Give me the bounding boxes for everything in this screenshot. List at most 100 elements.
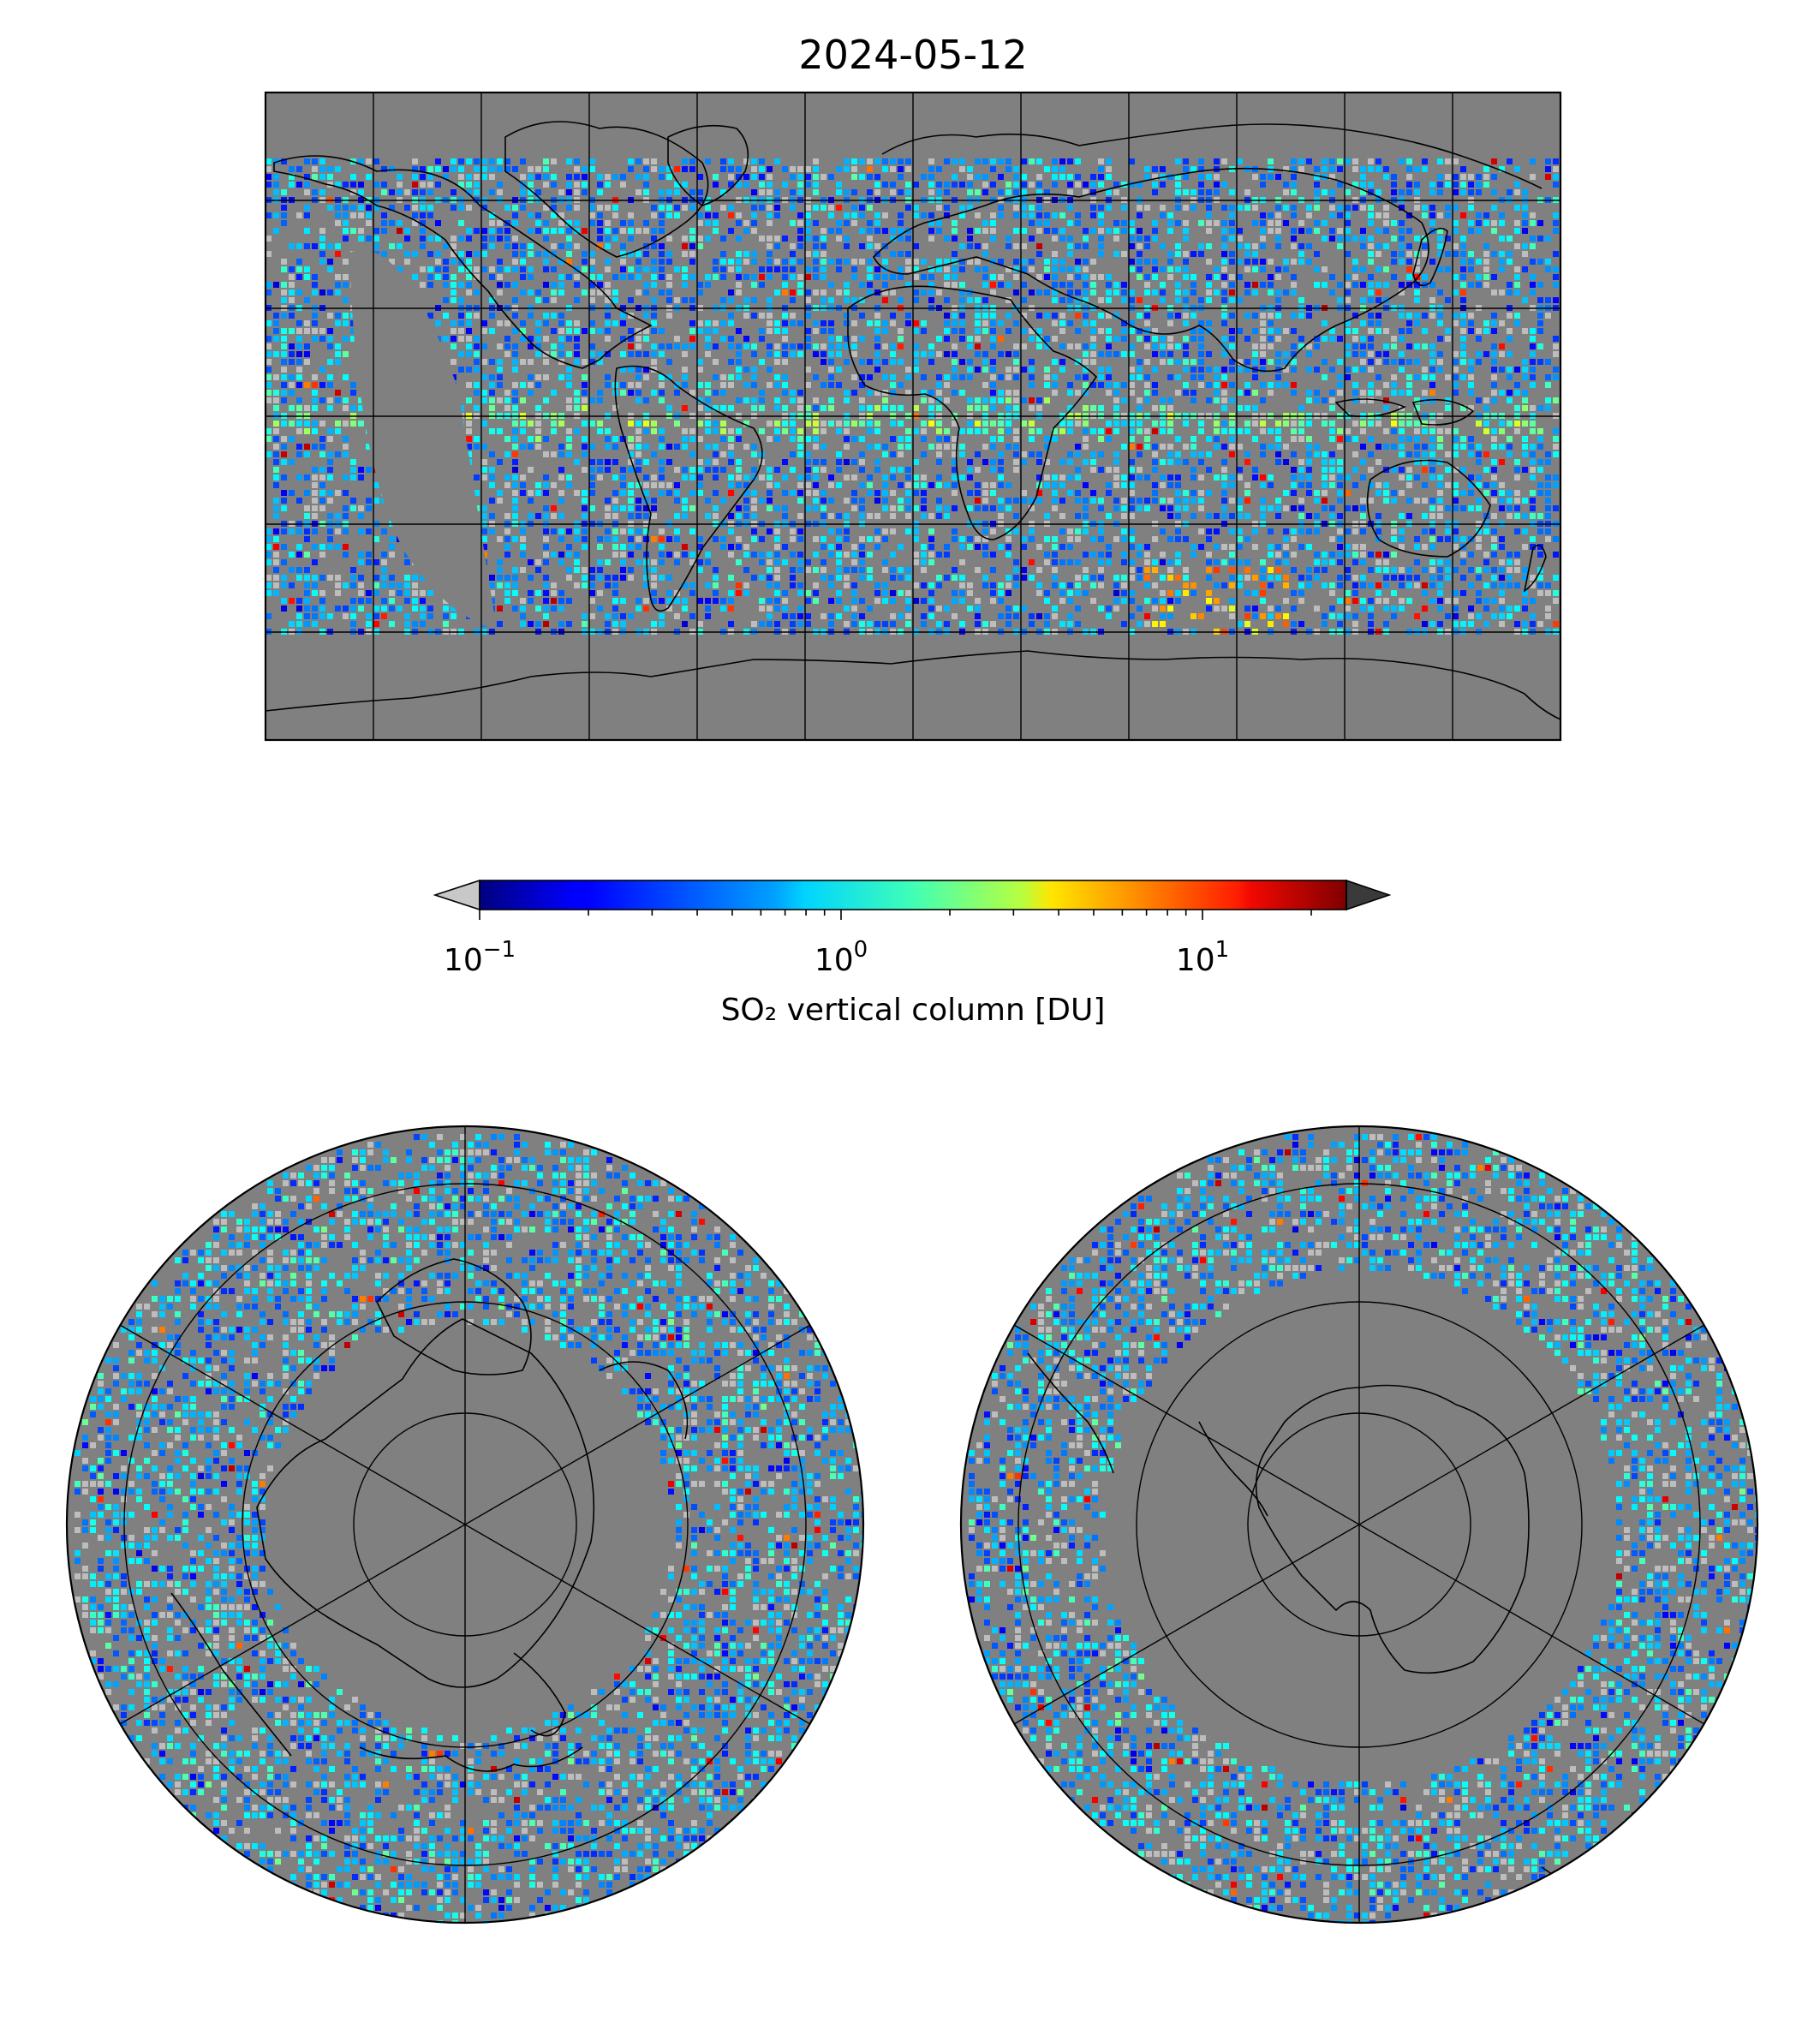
- so2-pixel: [890, 228, 896, 234]
- so2-pixel: [605, 328, 611, 334]
- so2-pixel: [813, 536, 819, 542]
- so2-pixel: [1545, 158, 1551, 164]
- so2-pixel: [952, 359, 958, 365]
- so2-pixel: [1021, 343, 1027, 349]
- so2-pixel: [720, 382, 726, 388]
- so2-pixel: [952, 421, 958, 427]
- so2-pixel: [1530, 282, 1536, 288]
- so2-pixel: [890, 236, 896, 242]
- so2-pixel: [1198, 528, 1204, 534]
- so2-pixel: [728, 212, 734, 218]
- so2-pixel: [1530, 212, 1536, 218]
- so2-pixel: [1291, 367, 1297, 373]
- so2-pixel: [797, 259, 803, 265]
- so2-pixel: [651, 236, 657, 242]
- so2-pixel: [1360, 174, 1366, 180]
- so2-pixel: [589, 166, 595, 172]
- so2-pixel: [1507, 351, 1513, 357]
- so2-pixel: [1206, 243, 1212, 249]
- so2-pixel: [474, 336, 480, 342]
- so2-pixel: [1129, 374, 1135, 380]
- so2-pixel: [882, 328, 888, 334]
- so2-pixel: [967, 166, 973, 172]
- so2-pixel: [790, 189, 796, 195]
- so2-pixel: [1329, 158, 1335, 164]
- so2-pixel: [1137, 451, 1143, 457]
- so2-pixel: [373, 536, 379, 542]
- so2-pixel: [1206, 490, 1212, 496]
- so2-pixel: [1106, 328, 1112, 334]
- so2-pixel: [1345, 320, 1351, 326]
- so2-pixel: [628, 528, 634, 534]
- so2-pixel: [944, 374, 950, 380]
- so2-pixel: [319, 189, 325, 195]
- so2-pixel: [836, 428, 842, 434]
- so2-pixel: [1129, 158, 1135, 164]
- so2-pixel: [605, 320, 611, 326]
- so2-pixel: [273, 428, 279, 434]
- so2-pixel: [1175, 359, 1181, 365]
- so2-pixel: [736, 513, 742, 519]
- so2-pixel: [1375, 374, 1381, 380]
- so2-pixel: [1499, 259, 1505, 265]
- so2-pixel: [443, 313, 449, 319]
- so2-pixel: [1283, 382, 1289, 388]
- so2-pixel: [296, 444, 302, 450]
- so2-pixel: [767, 482, 773, 488]
- so2-pixel: [1021, 397, 1027, 403]
- so2-pixel: [1206, 212, 1212, 218]
- so2-pixel: [1406, 382, 1412, 388]
- so2-pixel: [304, 182, 310, 188]
- so2-pixel: [1067, 428, 1073, 434]
- so2-pixel: [512, 397, 518, 403]
- so2-pixel: [774, 421, 780, 427]
- so2-pixel: [905, 498, 911, 504]
- so2-pixel: [1291, 490, 1297, 496]
- so2-pixel: [319, 397, 325, 403]
- so2-pixel: [1021, 313, 1027, 319]
- so2-pixel: [558, 328, 564, 334]
- so2-pixel: [1067, 544, 1073, 550]
- so2-pixel: [1275, 228, 1281, 234]
- so2-pixel: [1106, 490, 1112, 496]
- so2-pixel: [1468, 390, 1474, 396]
- so2-pixel: [1507, 236, 1513, 242]
- so2-pixel: [1360, 320, 1366, 326]
- so2-pixel: [643, 313, 649, 319]
- so2-pixel: [504, 320, 510, 326]
- so2-pixel: [1175, 343, 1181, 349]
- so2-pixel: [705, 205, 711, 211]
- so2-pixel: [528, 189, 534, 195]
- so2-pixel: [1422, 212, 1428, 218]
- so2-pixel: [844, 536, 850, 542]
- so2-pixel: [1198, 382, 1204, 388]
- so2-pixel: [1190, 451, 1196, 457]
- so2-pixel: [836, 205, 842, 211]
- so2-pixel: [1106, 390, 1112, 396]
- so2-pixel: [343, 505, 349, 511]
- so2-pixel: [643, 351, 649, 357]
- so2-pixel: [1275, 359, 1281, 365]
- so2-pixel: [558, 474, 564, 480]
- so2-pixel: [844, 220, 850, 226]
- so2-pixel: [1460, 343, 1466, 349]
- so2-pixel: [520, 205, 526, 211]
- so2-pixel: [813, 498, 819, 504]
- so2-pixel: [504, 482, 510, 488]
- so2-pixel: [1298, 459, 1304, 465]
- so2-pixel: [1483, 405, 1489, 411]
- so2-pixel: [1514, 166, 1520, 172]
- so2-pixel: [736, 182, 742, 188]
- so2-pixel: [335, 428, 341, 434]
- so2-pixel: [805, 490, 811, 496]
- so2-pixel: [1152, 220, 1158, 226]
- so2-pixel: [1352, 467, 1358, 473]
- so2-pixel: [1291, 390, 1297, 396]
- so2-pixel: [312, 282, 318, 288]
- so2-pixel: [1237, 259, 1243, 265]
- so2-pixel: [574, 174, 580, 180]
- so2-pixel: [474, 390, 480, 396]
- so2-pixel: [296, 182, 302, 188]
- so2-pixel: [1090, 536, 1096, 542]
- so2-pixel: [558, 336, 564, 342]
